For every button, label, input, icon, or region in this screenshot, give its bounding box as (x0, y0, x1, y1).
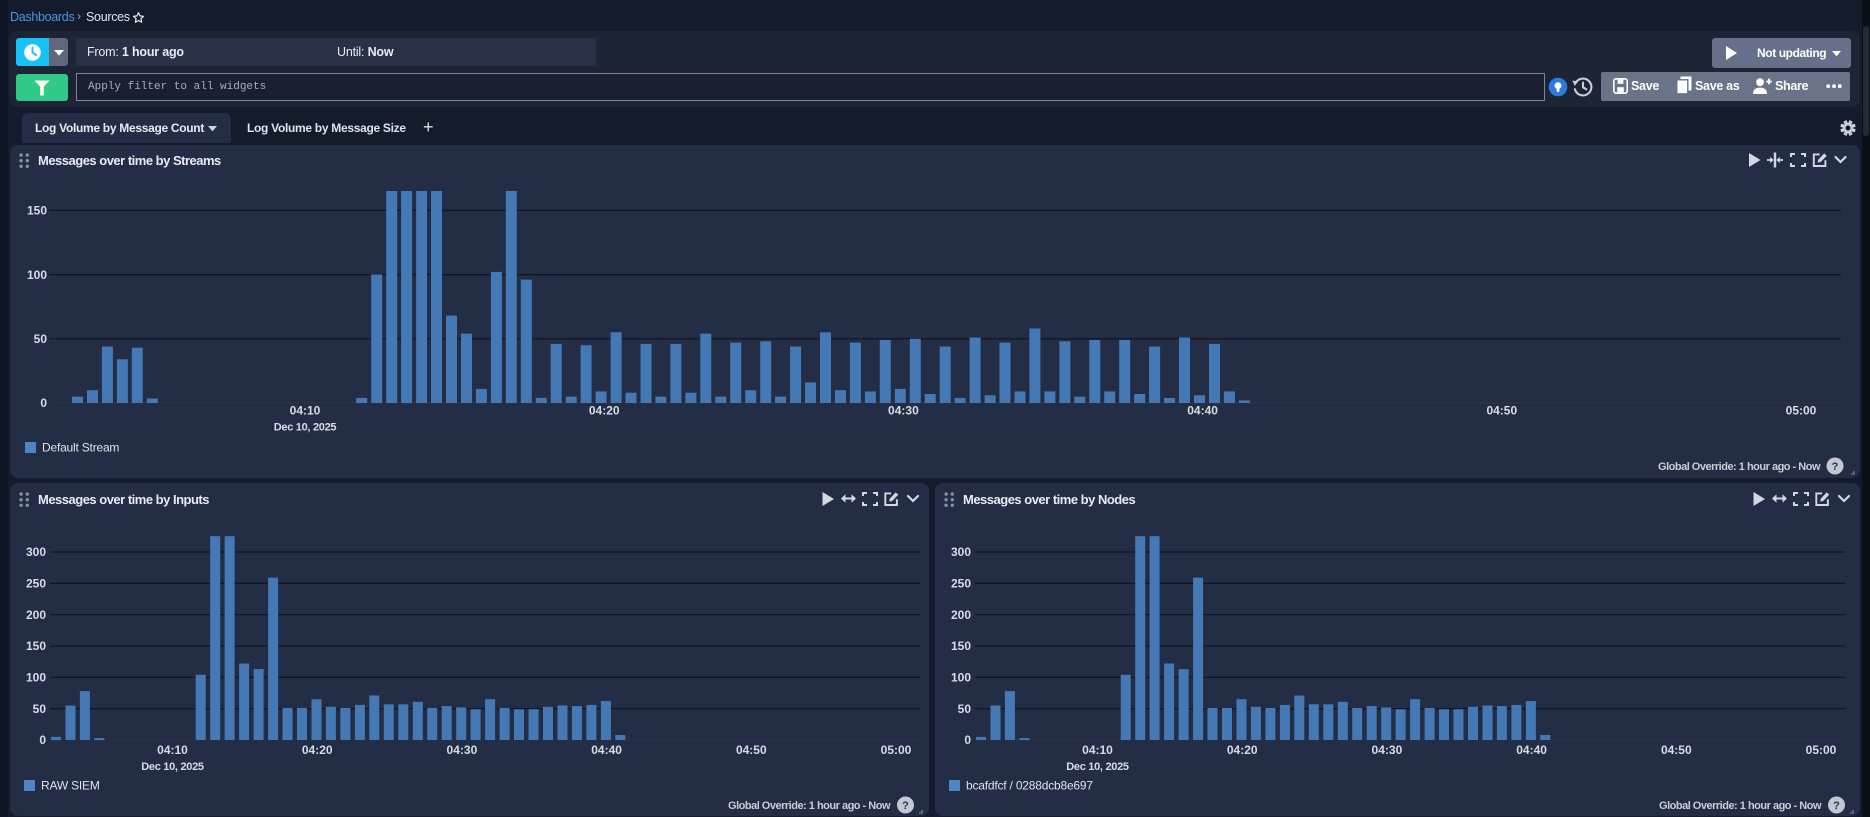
svg-text:04:40: 04:40 (1187, 404, 1218, 418)
svg-text:Dec 10, 2025: Dec 10, 2025 (141, 761, 204, 773)
svg-text:04:50: 04:50 (1486, 404, 1517, 418)
svg-text:05:00: 05:00 (1806, 743, 1837, 757)
svg-text:200: 200 (951, 608, 971, 622)
svg-text:Global Override: 1 hour ago -: Global Override: 1 hour ago - Now (1658, 461, 1821, 473)
svg-text:300: 300 (26, 545, 46, 559)
svg-text:05:00: 05:00 (1786, 404, 1817, 418)
svg-text:50: 50 (34, 332, 48, 346)
svg-text:0: 0 (40, 396, 47, 410)
svg-text:?: ? (902, 800, 909, 812)
svg-text:150: 150 (26, 639, 46, 653)
svg-text:bcafdfcf / 0288dcb8e697: bcafdfcf / 0288dcb8e697 (966, 779, 1093, 793)
svg-text:05:00: 05:00 (881, 743, 912, 757)
svg-text:Dec 10, 2025: Dec 10, 2025 (274, 422, 337, 434)
svg-text:04:50: 04:50 (1661, 743, 1692, 757)
svg-text:Messages over time by Inputs: Messages over time by Inputs (38, 492, 209, 507)
svg-text:Dec 10, 2025: Dec 10, 2025 (1066, 761, 1129, 773)
svg-text:04:20: 04:20 (1227, 743, 1258, 757)
svg-text:100: 100 (26, 671, 46, 685)
svg-text:250: 250 (26, 577, 46, 591)
svg-text:50: 50 (33, 702, 47, 716)
svg-text:50: 50 (958, 702, 972, 716)
svg-text:250: 250 (951, 577, 971, 591)
svg-text:Default Stream: Default Stream (42, 441, 119, 455)
svg-text:Global Override: 1 hour ago -: Global Override: 1 hour ago - Now (728, 800, 891, 812)
svg-text:Messages over time by Streams: Messages over time by Streams (38, 153, 221, 168)
svg-text:04:10: 04:10 (1082, 743, 1113, 757)
svg-text:04:40: 04:40 (1516, 743, 1547, 757)
svg-text:?: ? (1833, 800, 1840, 812)
svg-text:04:40: 04:40 (591, 743, 622, 757)
svg-text:100: 100 (27, 268, 47, 282)
svg-text:04:10: 04:10 (157, 743, 188, 757)
svg-text:150: 150 (951, 639, 971, 653)
svg-text:?: ? (1832, 461, 1839, 473)
svg-text:0: 0 (39, 733, 46, 747)
svg-text:04:10: 04:10 (290, 404, 321, 418)
svg-text:04:20: 04:20 (302, 743, 333, 757)
svg-text:Messages over time by Nodes: Messages over time by Nodes (963, 492, 1135, 507)
svg-text:04:30: 04:30 (888, 404, 919, 418)
svg-text:04:30: 04:30 (447, 743, 478, 757)
svg-text:200: 200 (26, 608, 46, 622)
svg-text:04:30: 04:30 (1372, 743, 1403, 757)
svg-text:100: 100 (951, 671, 971, 685)
svg-text:04:50: 04:50 (736, 743, 767, 757)
svg-text:0: 0 (964, 733, 971, 747)
svg-text:Global Override: 1 hour ago -: Global Override: 1 hour ago - Now (1659, 800, 1822, 812)
svg-text:04:20: 04:20 (589, 404, 620, 418)
svg-text:150: 150 (27, 204, 47, 218)
svg-text:RAW SIEM: RAW SIEM (41, 779, 100, 793)
svg-text:300: 300 (951, 545, 971, 559)
